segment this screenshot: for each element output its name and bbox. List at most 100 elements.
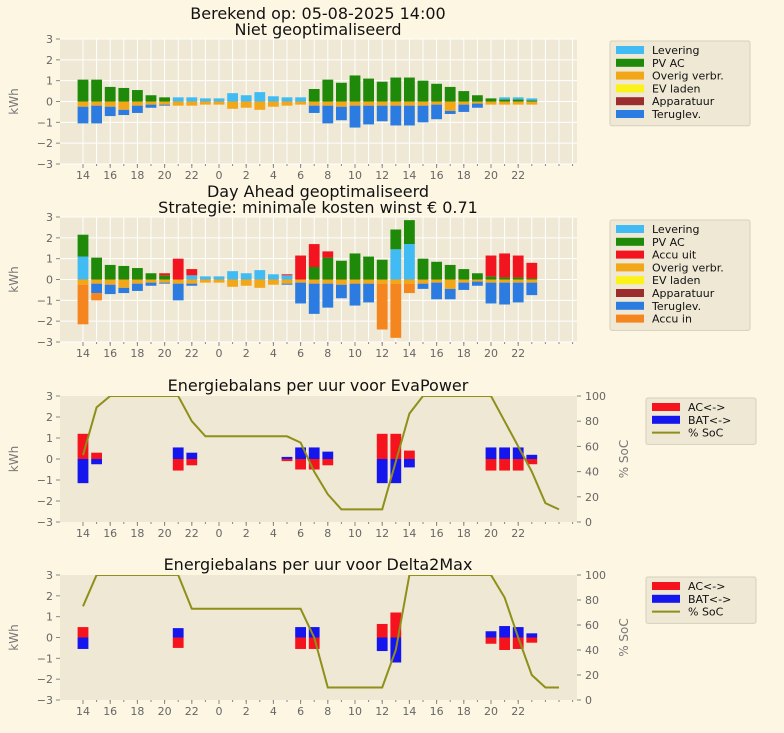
bar-pv-ac [91,79,102,102]
bar-pv-ac [104,86,116,102]
bar-levering [77,256,89,280]
bar-accu-uit [485,255,497,277]
bar-pv-ac [159,97,170,102]
y2-tick-label: 100 [585,569,606,582]
y-axis-label: kWh [7,624,21,650]
bar-overig-verbr [349,101,361,106]
bar-pv-ac [404,220,415,245]
y-tick-label: −3 [37,516,53,529]
bar-accu-uit [172,258,184,280]
x-tick-label: 16 [430,705,444,718]
bar-overig-verbr [132,101,143,106]
bar-overig-verbr [472,101,483,104]
bar-overig-verbr [322,101,334,106]
y-axis-label: kWh [7,266,21,292]
bar-overig-verbr [200,101,211,105]
y-tick-label: 0 [46,632,53,645]
bar-overig-verbr [322,279,334,284]
x-tick-label: 14 [402,527,416,540]
bar-pv-ac [77,79,89,102]
y-tick-label: 1 [46,75,53,88]
bar-bat [526,454,538,459]
x-tick-label: 22 [511,705,525,718]
bar-ac [376,433,388,459]
bar-levering [390,249,402,280]
bar-teruglev [281,283,293,285]
x-tick-label: 16 [103,705,117,718]
y2-tick-label: 40 [585,466,599,479]
bar-pv-ac [349,75,361,102]
bar-overig-verbr [132,279,143,284]
x-tick-label: 20 [484,347,498,360]
legend-label-pv-ac: PV AC [652,57,685,70]
legend-label-teruglev: Teruglev. [651,108,701,121]
bar-overig-verbr [363,279,374,284]
bar-teruglev [295,282,306,304]
bar-overig-verbr [254,101,266,110]
bar-overig-verbr [444,101,456,111]
bar-levering [186,97,198,102]
bar-overig-verbr [417,279,429,284]
bar-teruglev [322,283,334,308]
chart-3: Energiebalans per uur voor EvaPower3210−… [7,376,757,540]
legend-swatch-teruglev [616,110,644,118]
bar-teruglev [458,104,470,112]
x-tick-label: 22 [511,347,525,360]
bar-overig-verbr [376,101,388,106]
bar-pv-ac [499,99,510,102]
legend-label-ac: AC<-> [688,401,725,414]
bar-overig-verbr [458,279,470,283]
y-tick-label: −2 [37,315,53,328]
bar-accu-in [91,293,102,301]
x-tick-label: 14 [76,169,90,182]
x-tick-label: 22 [511,169,525,182]
x-tick-label: 18 [457,169,471,182]
bar-bat [322,451,334,459]
bar-overig-verbr [404,101,415,106]
bar-teruglev [404,105,415,126]
y2-tick-label: 0 [585,516,592,529]
x-tick-label: 16 [430,169,444,182]
bar-teruglev [104,284,116,295]
bar-teruglev [91,283,102,294]
x-tick-label: 18 [130,347,144,360]
x-tick-label: 6 [297,527,304,540]
y2-tick-label: 0 [585,694,592,707]
x-tick-label: 0 [216,169,223,182]
x-tick-label: 2 [243,705,250,718]
bar-overig-verbr [186,101,198,106]
bar-overig-verbr [200,279,211,283]
bar-ac [186,459,198,466]
legend-swatch-bat [652,415,680,424]
bar-pv-ac [390,229,402,250]
legend-label-pct-soc: % SoC [688,427,724,440]
bar-overig-verbr [526,279,538,283]
bar-teruglev [499,282,510,305]
bar-teruglev [349,283,361,306]
y-tick-label: −1 [37,474,53,487]
bar-ac [172,459,184,471]
bar-overig-verbr [227,101,238,109]
bar-teruglev [308,105,320,113]
y-tick-label: 1 [46,253,53,266]
bar-overig-verbr [268,101,279,107]
x-tick-label: 4 [270,527,277,540]
bar-bat [77,637,89,649]
y-tick-label: −2 [37,137,53,150]
bar-pv-ac [104,264,116,280]
soc-line [82,575,559,689]
x-tick-label: 8 [324,705,331,718]
x-tick-label: 20 [484,527,498,540]
y-tick-label: 3 [46,569,53,582]
bar-teruglev [444,288,456,300]
legend-swatch-ac [652,582,680,590]
bar-overig-verbr [159,279,170,283]
x-tick-label: 6 [297,169,304,182]
legend-swatch-pv-ac [616,237,644,246]
bar-teruglev [444,110,456,114]
bar-overig-verbr [118,279,130,288]
x-tick-label: 6 [297,705,304,718]
bar-levering [227,93,238,102]
